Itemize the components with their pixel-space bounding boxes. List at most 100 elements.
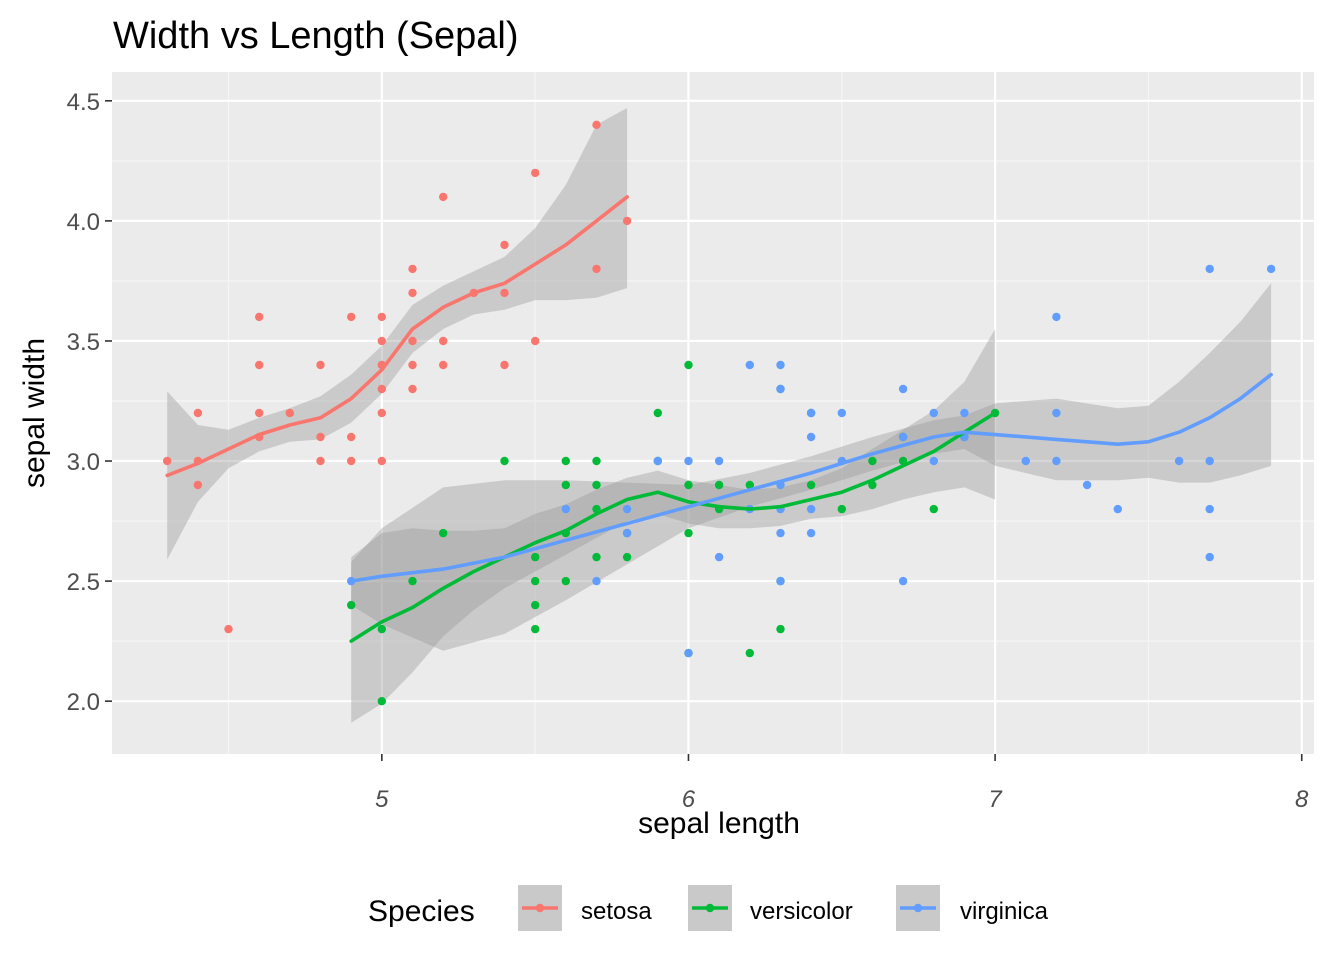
point-virginica <box>806 432 816 442</box>
point-virginica <box>684 648 693 658</box>
point-virginica <box>714 456 724 466</box>
point-versicolor <box>561 576 570 586</box>
point-virginica <box>898 576 908 586</box>
point-virginica <box>592 576 601 586</box>
point-setosa <box>285 408 294 418</box>
x-tick-label-8: 8 <box>1295 786 1309 813</box>
point-versicolor <box>684 480 693 490</box>
point-versicolor <box>439 528 448 538</box>
point-virginica <box>806 528 816 538</box>
point-setosa <box>255 360 264 370</box>
legend-point-virginica <box>913 903 923 913</box>
point-setosa <box>347 456 356 466</box>
point-versicolor <box>714 480 724 490</box>
y-tick-label-2-5: 2.5 <box>67 569 100 596</box>
point-setosa <box>592 120 601 129</box>
legend-point-versicolor <box>705 903 715 913</box>
point-virginica <box>1266 264 1276 274</box>
point-versicolor <box>929 504 938 514</box>
axes: 2.0 2.5 3.0 3.5 4.0 4.5 5 6 7 8 <box>67 89 1309 813</box>
confidence-band-virginica <box>351 283 1272 651</box>
point-virginica <box>714 552 724 562</box>
point-setosa <box>500 288 509 298</box>
point-versicolor <box>531 576 540 586</box>
y-tick-label-4-0: 4.0 <box>67 209 100 236</box>
point-virginica <box>1205 552 1214 562</box>
point-setosa <box>531 336 540 346</box>
smooth-line-setosa <box>165 195 629 478</box>
point-setosa <box>408 288 417 298</box>
point-setosa <box>439 336 448 346</box>
point-versicolor <box>500 456 509 466</box>
point-setosa <box>347 432 356 442</box>
point-virginica <box>1113 504 1123 514</box>
point-setosa <box>377 336 386 346</box>
point-versicolor <box>561 456 570 466</box>
point-setosa <box>255 312 264 322</box>
point-setosa <box>255 408 264 418</box>
point-versicolor <box>592 552 601 562</box>
legend-label-setosa: setosa <box>581 898 652 925</box>
point-setosa <box>316 360 325 370</box>
point-setosa <box>316 432 325 442</box>
point-virginica <box>776 360 785 370</box>
point-versicolor <box>653 408 662 418</box>
y-tick-label-2-0: 2.0 <box>67 689 100 716</box>
plot-panel <box>112 72 1314 754</box>
confidence-band-setosa <box>167 108 628 560</box>
point-setosa <box>531 168 540 178</box>
point-versicolor <box>684 360 693 370</box>
point-virginica <box>1052 456 1061 466</box>
point-virginica <box>960 408 969 418</box>
point-virginica <box>1082 480 1092 490</box>
point-setosa <box>193 408 203 418</box>
point-virginica <box>806 408 816 418</box>
point-virginica <box>622 528 632 538</box>
point-virginica <box>653 456 662 466</box>
point-versicolor <box>592 480 601 490</box>
point-virginica <box>1052 408 1061 418</box>
point-setosa <box>377 456 386 466</box>
point-virginica <box>1205 504 1214 514</box>
point-versicolor <box>622 552 632 562</box>
point-setosa <box>377 312 386 322</box>
point-virginica <box>898 432 908 442</box>
point-setosa <box>500 360 509 370</box>
confidence-bands <box>167 108 1272 723</box>
point-virginica <box>745 360 754 370</box>
smooth-line-versicolor <box>349 411 997 643</box>
legend-point-setosa <box>535 903 545 913</box>
point-setosa <box>592 264 601 274</box>
legend-title: Species <box>368 895 475 928</box>
point-versicolor <box>592 456 601 466</box>
point-virginica <box>929 408 938 418</box>
point-virginica <box>776 576 785 586</box>
legend-label-versicolor: versicolor <box>750 898 853 925</box>
point-setosa <box>316 456 325 466</box>
point-virginica <box>622 504 632 514</box>
point-setosa <box>408 384 417 394</box>
point-versicolor <box>531 552 540 562</box>
point-versicolor <box>776 624 785 634</box>
data-points <box>163 120 1276 706</box>
point-virginica <box>776 528 785 538</box>
point-setosa <box>163 456 172 466</box>
y-tick-label-3-0: 3.0 <box>67 449 100 476</box>
point-virginica <box>561 504 570 514</box>
point-setosa <box>347 312 356 322</box>
legend: Species setosa versicolor virginica <box>368 885 1049 931</box>
chart-title: Width vs Length (Sepal) <box>113 15 519 57</box>
y-tick-label-4-5: 4.5 <box>67 89 100 116</box>
point-setosa <box>193 480 203 490</box>
point-setosa <box>408 264 417 274</box>
point-versicolor <box>806 480 816 490</box>
point-setosa <box>500 240 509 250</box>
point-setosa <box>408 336 417 346</box>
point-versicolor <box>408 576 417 586</box>
point-virginica <box>776 384 785 394</box>
point-versicolor <box>531 600 540 610</box>
point-setosa <box>439 360 448 370</box>
point-versicolor <box>745 648 754 658</box>
point-setosa <box>224 624 233 634</box>
